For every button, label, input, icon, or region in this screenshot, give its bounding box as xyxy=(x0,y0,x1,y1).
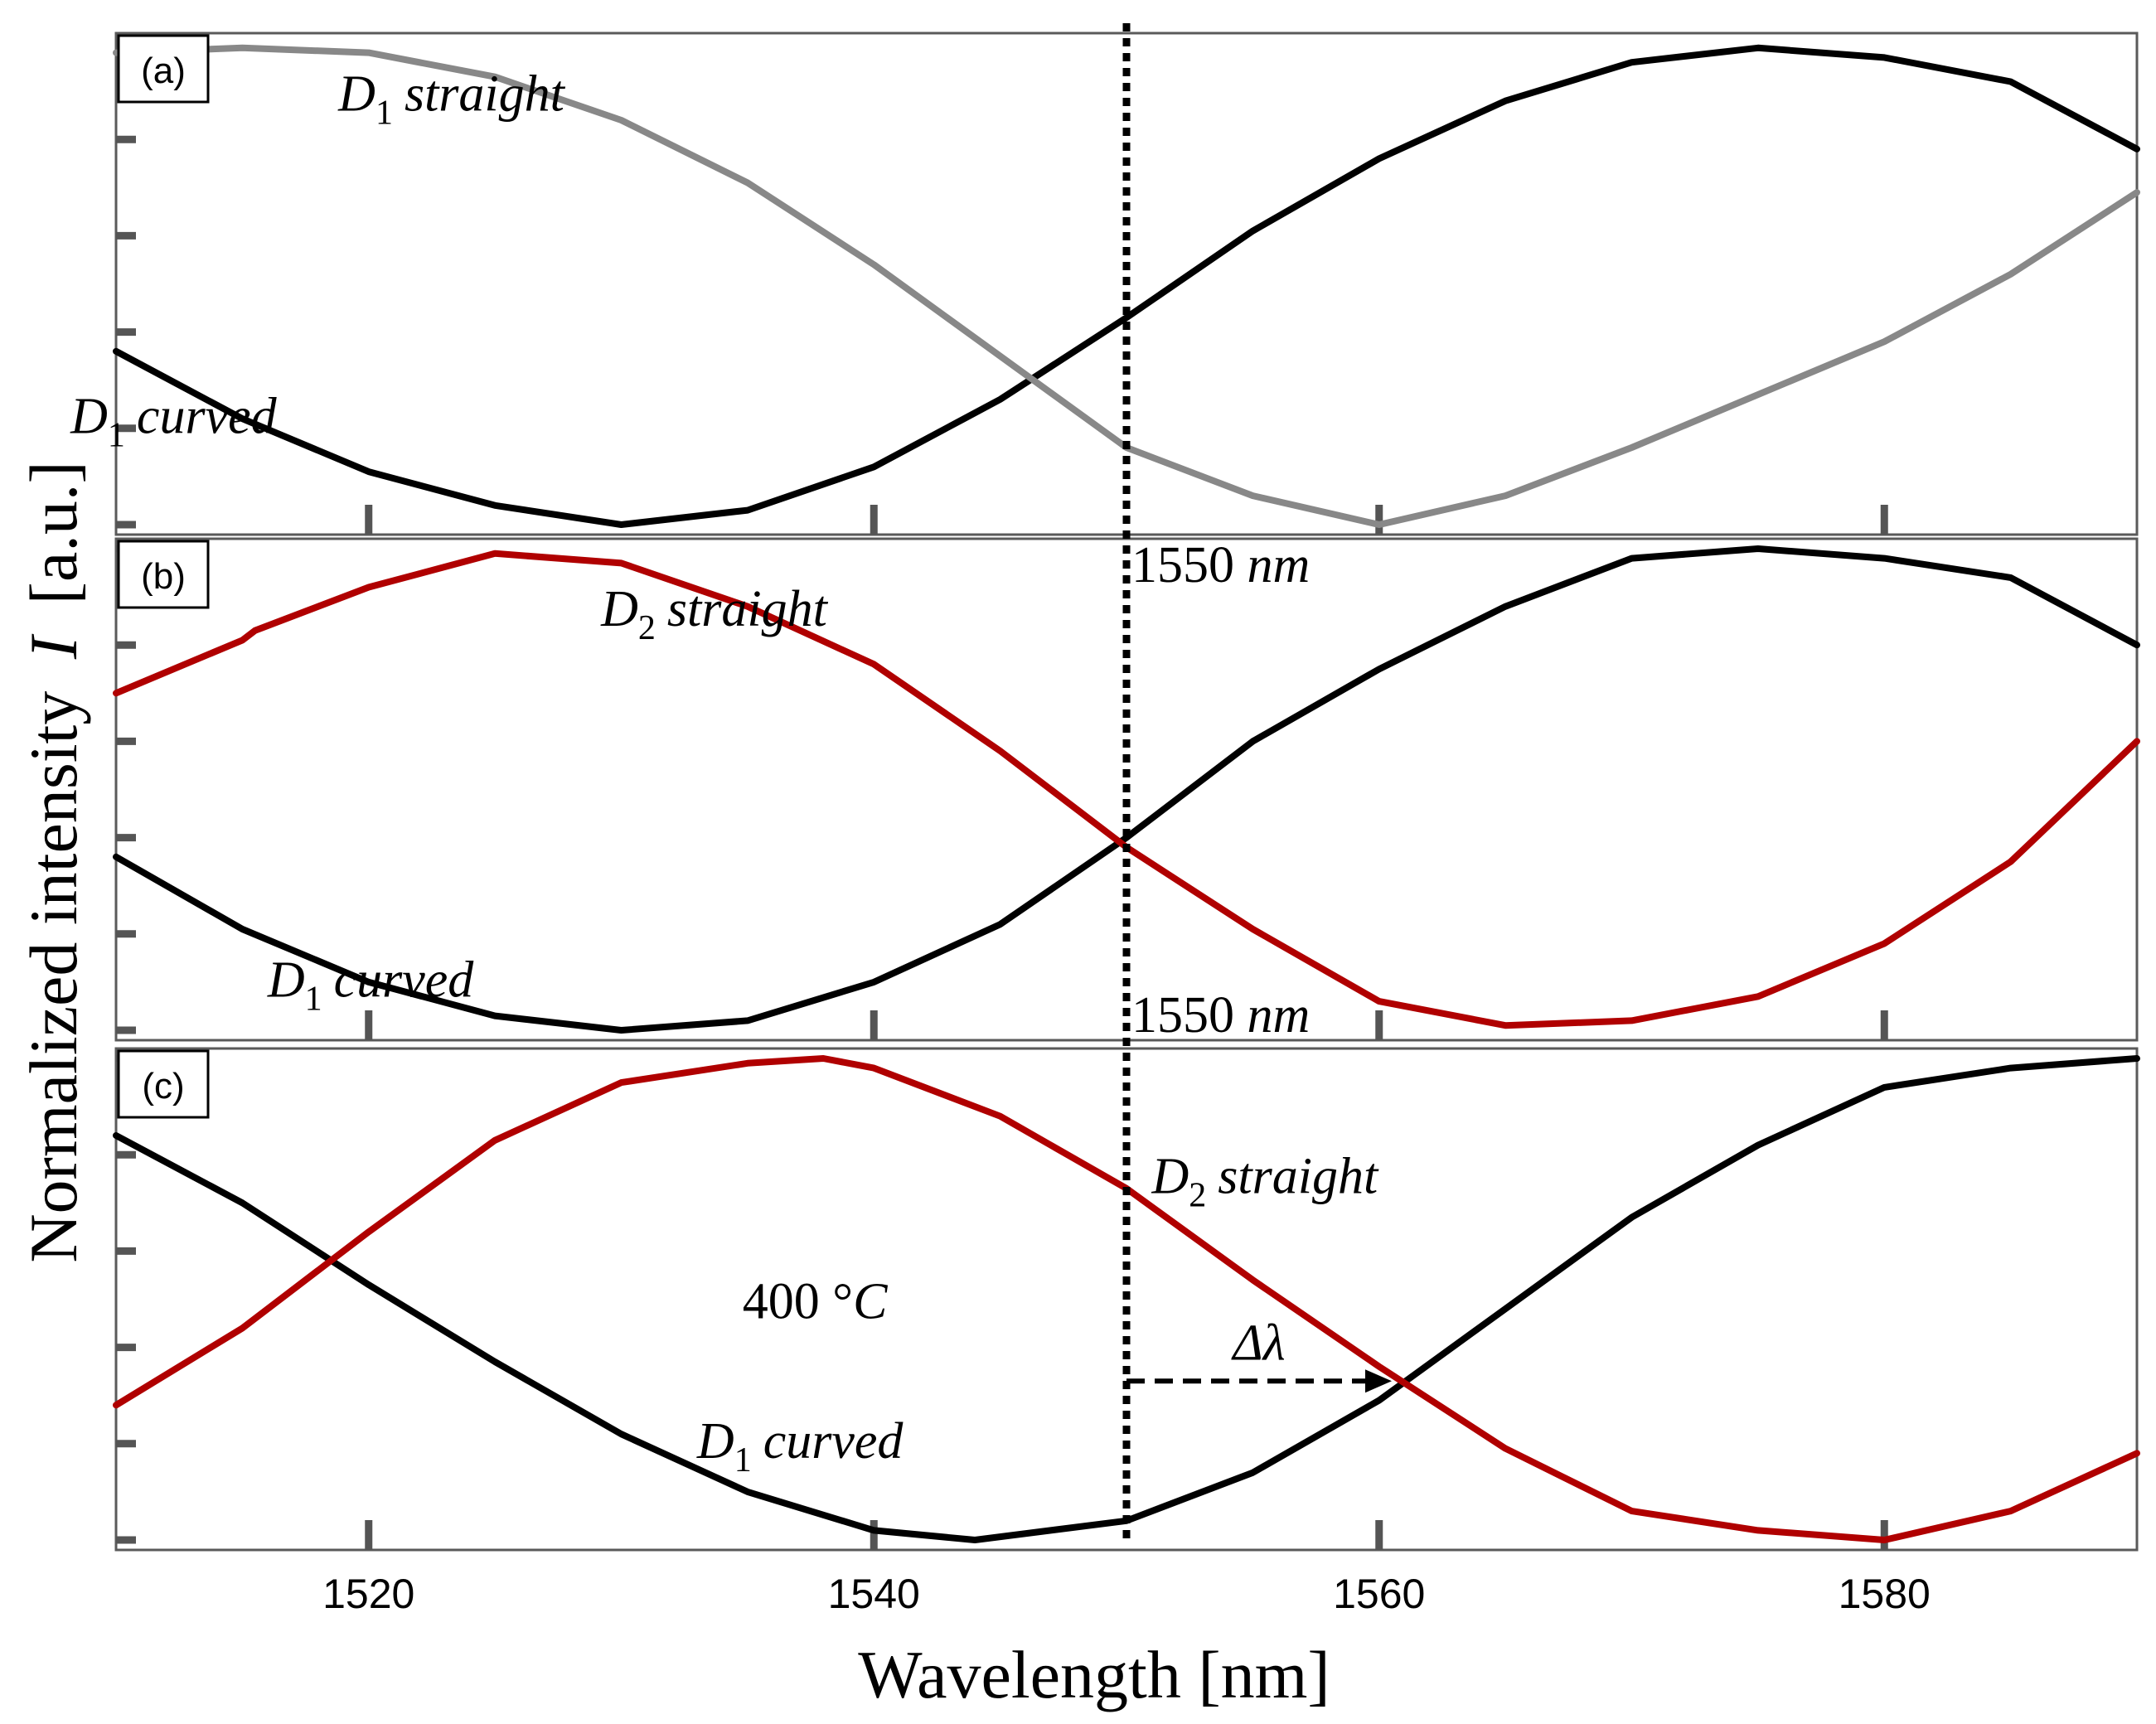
marker-label: 1550 nm xyxy=(1131,537,1310,593)
panel-label: (c) xyxy=(142,1066,184,1107)
annotation-subscript: 1 xyxy=(734,1441,752,1479)
series-annotation: D1 curved xyxy=(267,952,474,1018)
annotation-symbol: D xyxy=(337,65,375,122)
marker-label-unit: nm xyxy=(1248,537,1311,593)
annotation-subscript: 1 xyxy=(305,980,322,1018)
annotation-subscript: 2 xyxy=(1189,1177,1206,1215)
temperature-unit: C xyxy=(853,1274,888,1330)
annotation-symbol: D xyxy=(70,389,108,445)
panel-label: (b) xyxy=(141,556,186,597)
y-axis-title: Normalized intensity I [a.u.] xyxy=(16,461,91,1262)
annotation-text: curved xyxy=(334,952,475,1008)
annotation-subscript: 2 xyxy=(638,609,656,647)
annotation-symbol: D xyxy=(600,581,638,637)
series-d2-straight xyxy=(113,550,2140,1029)
x-tick-label: 1580 xyxy=(1839,1571,1931,1617)
marker-label-unit: nm xyxy=(1248,987,1311,1044)
x-tick-label: 1540 xyxy=(828,1571,920,1617)
panel-frame xyxy=(114,1047,2139,1552)
x-tick-label: 1560 xyxy=(1333,1571,1425,1617)
annotation-symbol: D xyxy=(696,1413,734,1470)
shift-arrow-head xyxy=(1364,1369,1392,1393)
marker-label: 1550 nm xyxy=(1131,987,1310,1044)
series-d2-straight xyxy=(113,1055,2140,1543)
series-annotation: D1 straight xyxy=(337,65,565,132)
panel-label: (a) xyxy=(141,51,186,91)
x-axis: 1520 1540 1560 1580 xyxy=(322,1571,1931,1617)
annotation-text: straight xyxy=(1218,1149,1379,1205)
annotation-subscript: 1 xyxy=(108,417,125,455)
panel-label-box xyxy=(117,34,210,104)
y-axis-title-text: Normalized intensity xyxy=(16,691,91,1263)
panel-label-box xyxy=(117,1049,210,1119)
annotation-text: straight xyxy=(405,65,566,122)
series-annotation: D2 straight xyxy=(1151,1149,1378,1215)
y-axis-title-symbol: I xyxy=(16,633,91,660)
annotation-text: curved xyxy=(763,1413,904,1470)
temperature-annotation: 400 °C xyxy=(743,1274,888,1330)
panel-label-box xyxy=(117,540,210,609)
marker-label-value: 1550 xyxy=(1131,987,1248,1044)
temperature-value: 400 ° xyxy=(743,1274,853,1330)
annotation-symbol: D xyxy=(1151,1149,1189,1205)
annotation-symbol: D xyxy=(267,952,305,1008)
y-axis-title-unit: [a.u.] xyxy=(16,461,91,604)
annotation-subscript: 1 xyxy=(375,94,393,132)
shift-label: Δλ xyxy=(1230,1315,1285,1371)
series-annotation: D2 straight xyxy=(600,581,828,647)
series-annotation: D1 curved xyxy=(70,389,277,455)
series-d1-curved xyxy=(113,545,2140,1034)
annotation-text: curved xyxy=(137,389,278,445)
x-tick-label: 1520 xyxy=(322,1571,414,1617)
marker-label-value: 1550 xyxy=(1131,537,1248,593)
series-annotation: D1 curved xyxy=(696,1413,904,1479)
annotation-text: straight xyxy=(667,581,829,637)
series-d1-curved xyxy=(113,44,2140,528)
x-axis-title: Wavelength [nm] xyxy=(858,1637,1330,1712)
